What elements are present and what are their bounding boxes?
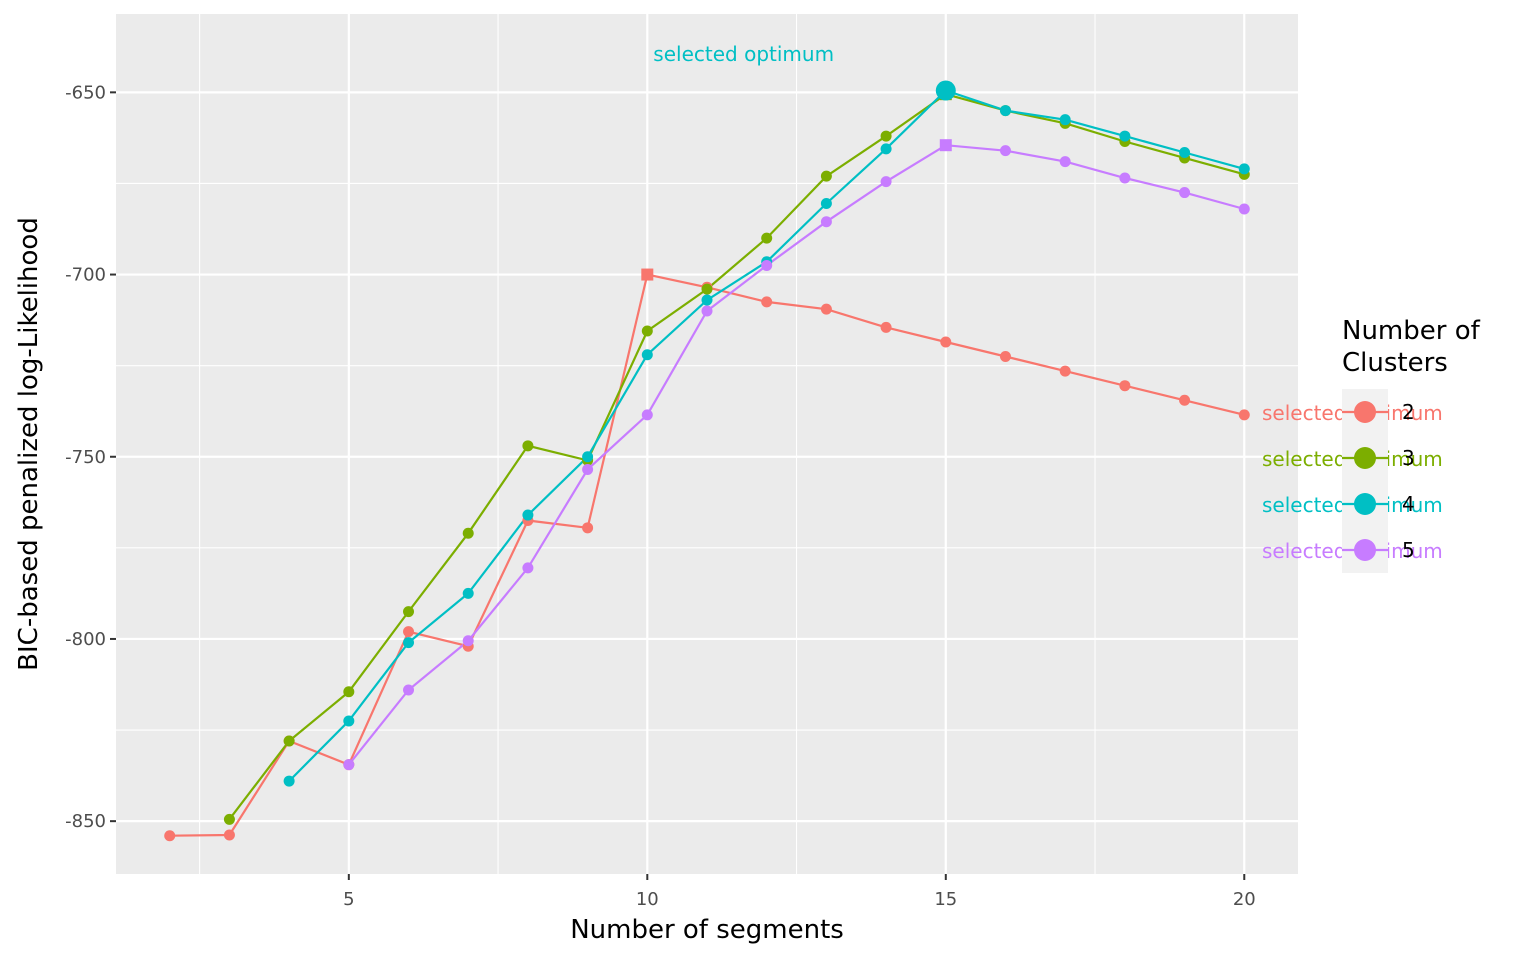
legend-title-line1: Number of bbox=[1342, 316, 1481, 346]
data-point-4 bbox=[701, 294, 713, 306]
legend: Number of Clusters 2 3 4 5 bbox=[1342, 316, 1481, 573]
data-point-2 bbox=[1179, 394, 1191, 406]
data-point-5 bbox=[880, 176, 892, 188]
data-point-2 bbox=[403, 626, 415, 638]
plot-panel bbox=[116, 14, 1298, 874]
data-point-4 bbox=[582, 451, 594, 463]
data-point-2 bbox=[164, 830, 176, 842]
data-point-2 bbox=[1119, 380, 1131, 392]
data-point-4 bbox=[1119, 130, 1131, 142]
legend-label-5: 5 bbox=[1402, 538, 1415, 562]
data-point-4 bbox=[1179, 146, 1191, 158]
data-point-5 bbox=[462, 635, 474, 647]
data-point-4 bbox=[880, 143, 892, 155]
data-point-2 bbox=[1238, 409, 1250, 421]
data-point-4 bbox=[343, 715, 355, 727]
x-tick-label: 15 bbox=[934, 889, 957, 910]
legend-key-point-4 bbox=[1354, 493, 1376, 515]
y-axis: -850 -800 -750 -700 -650 bbox=[65, 82, 116, 832]
data-point-4 bbox=[403, 637, 415, 649]
y-tick-label: -850 bbox=[65, 811, 106, 832]
series-line-5 bbox=[347, 144, 1245, 766]
selected-point-2 bbox=[641, 268, 654, 281]
data-point-5 bbox=[641, 409, 653, 421]
grid-major bbox=[116, 14, 1298, 874]
legend-keys: 2 3 4 5 bbox=[1342, 389, 1415, 573]
data-point-3 bbox=[761, 232, 773, 244]
legend-title-line2: Clusters bbox=[1342, 348, 1448, 378]
data-point-4 bbox=[641, 349, 653, 361]
data-point-3 bbox=[223, 813, 235, 825]
y-tick-label: -750 bbox=[65, 447, 106, 468]
series-line-3 bbox=[228, 93, 1245, 820]
data-point-5 bbox=[343, 759, 355, 771]
data-point-5 bbox=[999, 145, 1011, 157]
data-point-2 bbox=[940, 336, 952, 348]
data-point-4 bbox=[462, 587, 474, 599]
data-point-4 bbox=[999, 105, 1011, 117]
data-point-2 bbox=[999, 351, 1011, 363]
data-point-5 bbox=[1238, 203, 1250, 215]
x-axis: 5 10 15 20 bbox=[343, 874, 1256, 910]
data-point-2 bbox=[880, 321, 892, 333]
data-point-3 bbox=[880, 130, 892, 142]
data-point-3 bbox=[343, 686, 355, 698]
data-point-2 bbox=[761, 296, 773, 308]
grid-minor bbox=[116, 14, 1298, 874]
y-tick-label: -800 bbox=[65, 629, 106, 650]
data-point-5 bbox=[582, 464, 594, 476]
legend-key-point-3 bbox=[1354, 447, 1376, 469]
data-point-5 bbox=[1059, 156, 1071, 168]
data-point-3 bbox=[283, 735, 295, 747]
data-point-3 bbox=[641, 325, 653, 337]
x-tick-label: 20 bbox=[1233, 889, 1256, 910]
data-point-5 bbox=[1179, 187, 1191, 199]
selected-point-5 bbox=[939, 139, 952, 152]
data-point-4 bbox=[820, 197, 832, 209]
data-point-2 bbox=[582, 522, 594, 534]
y-tick-label: -650 bbox=[65, 82, 106, 103]
data-point-3 bbox=[403, 606, 415, 618]
legend-key-point-5 bbox=[1354, 539, 1376, 561]
data-point-4 bbox=[283, 775, 295, 787]
data-point-2 bbox=[820, 303, 832, 315]
data-point-5 bbox=[1119, 172, 1131, 184]
legend-label-2: 2 bbox=[1402, 400, 1415, 424]
data-point-5 bbox=[403, 684, 415, 696]
data-point-3 bbox=[820, 170, 832, 182]
data-point-3 bbox=[522, 440, 534, 452]
x-tick-label: 5 bbox=[343, 889, 354, 910]
data-point-3 bbox=[462, 527, 474, 539]
x-tick-label: 10 bbox=[636, 889, 659, 910]
y-tick-label: -700 bbox=[65, 265, 106, 286]
legend-label-4: 4 bbox=[1402, 492, 1415, 516]
data-point-4 bbox=[1059, 114, 1071, 126]
legend-key-point-2 bbox=[1354, 401, 1376, 423]
data-point-3 bbox=[701, 283, 713, 295]
data-point-2 bbox=[1059, 365, 1071, 377]
data-point-4 bbox=[1238, 163, 1250, 175]
legend-label-3: 3 bbox=[1402, 446, 1415, 470]
data-point-2 bbox=[223, 829, 235, 841]
data-point-5 bbox=[820, 216, 832, 228]
y-axis-title: BIC-based penalized log-Likelihood bbox=[14, 217, 44, 671]
series-points bbox=[164, 80, 1250, 842]
data-point-5 bbox=[701, 305, 713, 317]
data-point-5 bbox=[522, 562, 534, 574]
annotation-selected-optimum-4: selected optimum bbox=[653, 42, 834, 66]
selected-point-4 bbox=[935, 80, 956, 101]
data-point-5 bbox=[761, 259, 773, 271]
x-axis-title: Number of segments bbox=[570, 915, 844, 945]
data-point-4 bbox=[522, 509, 534, 521]
